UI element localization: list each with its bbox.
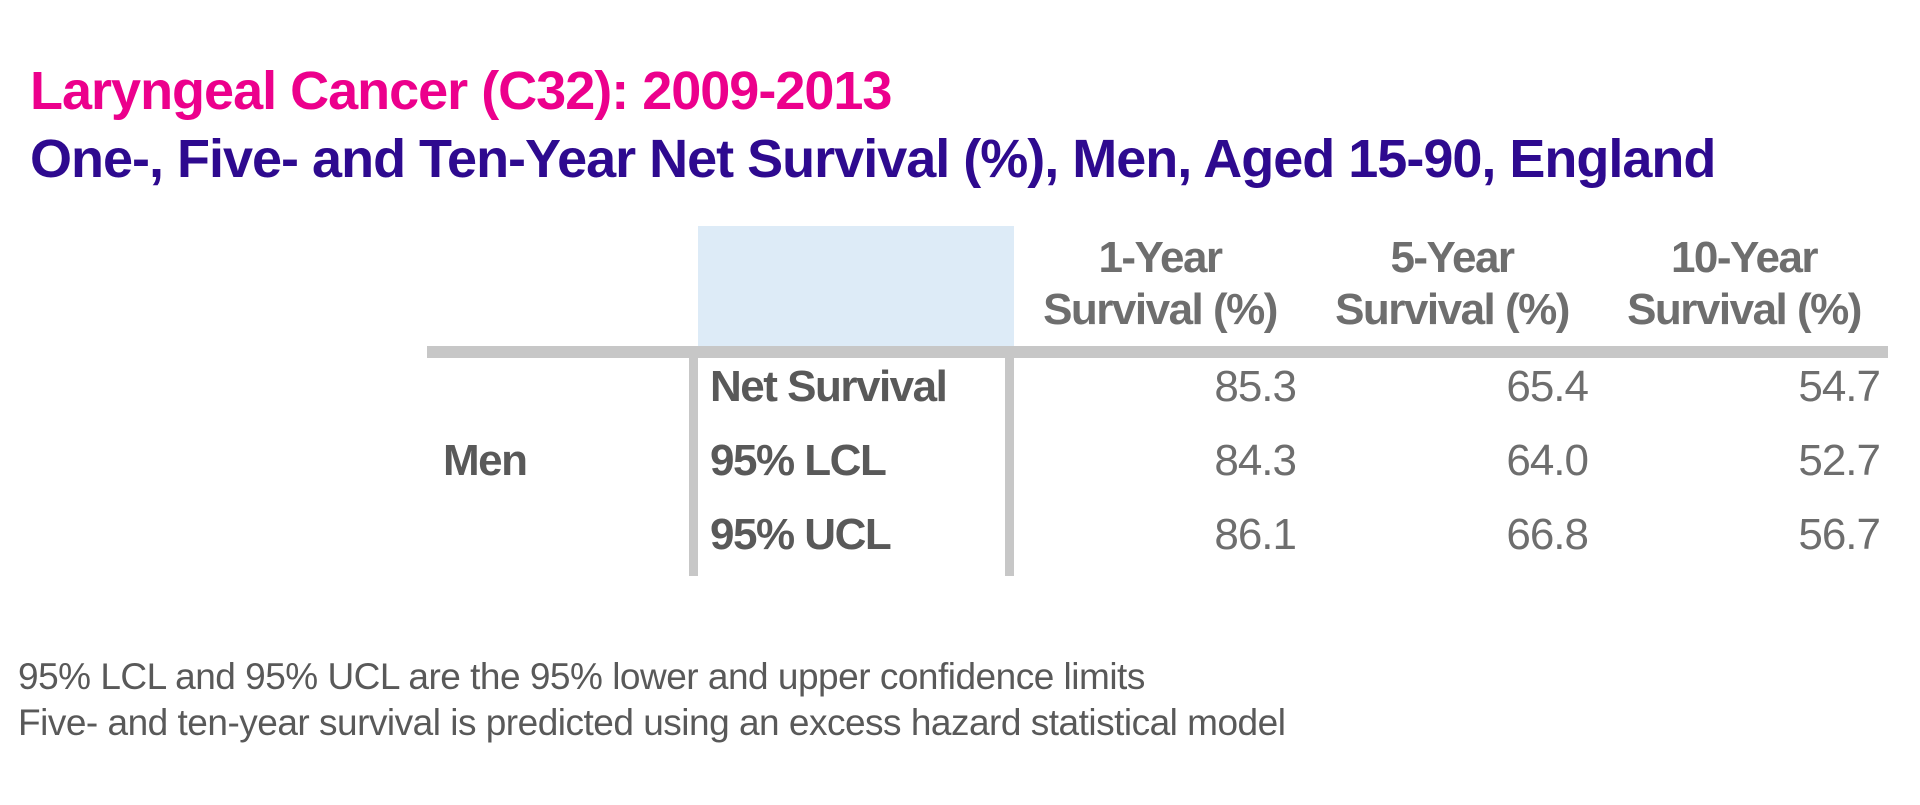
column-header-5-year: 5-Year Survival (%) [1306,218,1598,342]
label-column-right-border [1005,358,1014,576]
header-rule [427,346,1888,358]
header-highlight-cell [698,226,1014,346]
label-column-left-border [689,358,698,576]
table-cell-ucl-5yr: 66.8 [1506,510,1589,559]
column-header-line1: 5-Year [1390,233,1515,282]
column-header-line2: Survival (%) [1043,285,1278,334]
footnote-line-1: 95% LCL and 95% UCL are the 95% lower an… [18,656,1145,697]
table-cell-lcl-10yr: 52.7 [1798,436,1881,485]
footnotes: 95% LCL and 95% UCL are the 95% lower an… [18,654,1286,746]
table-cell-net-10yr: 54.7 [1798,362,1881,411]
table-cell-lcl-5yr: 64.0 [1506,436,1589,485]
footnote-line-2: Five- and ten-year survival is predicted… [18,702,1286,743]
table-cell-net-1yr: 85.3 [1214,362,1297,411]
table-cell-ucl-10yr: 56.7 [1798,510,1881,559]
table-cell-lcl-1yr: 84.3 [1214,436,1297,485]
column-header-line2: Survival (%) [1335,285,1570,334]
column-header-10-year: 10-Year Survival (%) [1598,218,1890,342]
column-header-line1: 1-Year [1098,233,1223,282]
row-label-95-ucl: 95% UCL [710,510,892,559]
row-label-95-lcl: 95% LCL [710,436,887,485]
table-cell-ucl-1yr: 86.1 [1214,510,1297,559]
column-header-line1: 10-Year [1670,233,1819,282]
row-label-net-survival: Net Survival [710,362,948,411]
page-subtitle: One-, Five- and Ten-Year Net Survival (%… [30,129,1716,189]
column-header-1-year: 1-Year Survival (%) [1014,218,1306,342]
page-title: Laryngeal Cancer (C32): 2009-2013 [30,61,892,121]
column-header-line2: Survival (%) [1627,285,1862,334]
table-cell-net-5yr: 65.4 [1506,362,1589,411]
row-group-label-men: Men [443,436,528,485]
